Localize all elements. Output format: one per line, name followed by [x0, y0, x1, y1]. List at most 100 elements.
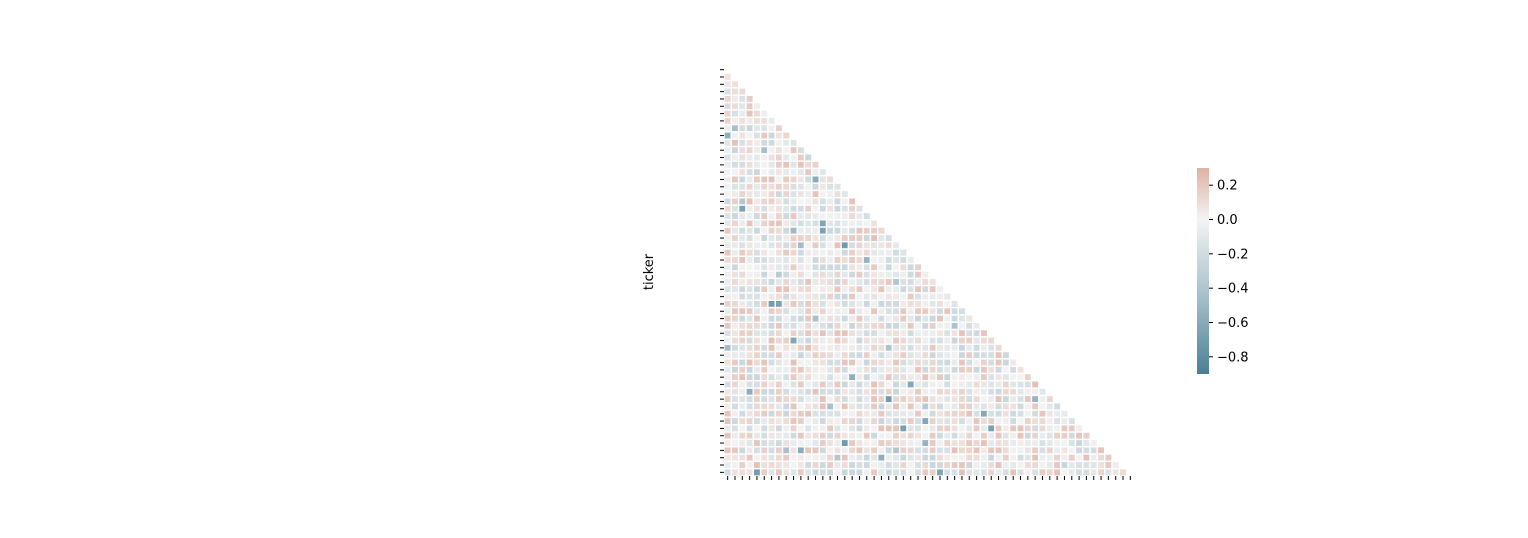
- y-axis-ticks: [720, 69, 724, 473]
- heatmap-cell: [950, 306, 959, 316]
- heatmap-cell: [899, 306, 908, 316]
- heatmap-cell: [752, 424, 762, 433]
- heatmap-cell: [767, 343, 776, 353]
- heatmap-cell: [979, 460, 989, 470]
- heatmap-cell: [986, 424, 996, 433]
- heatmap-cell: [994, 409, 1003, 419]
- heatmap-cell: [891, 306, 901, 316]
- heatmap-cell: [825, 226, 835, 236]
- heatmap-cell: [774, 241, 784, 250]
- heatmap-cell: [964, 321, 974, 331]
- heatmap-cell: [737, 182, 747, 192]
- heatmap-cell: [950, 336, 959, 345]
- heatmap-cell: [1008, 402, 1018, 411]
- heatmap-cell: [899, 424, 908, 433]
- heatmap-cell: [979, 372, 989, 382]
- heatmap-cell: [1052, 438, 1062, 448]
- heatmap-cell: [935, 467, 945, 477]
- heatmap-cell: [986, 350, 996, 360]
- heatmap-cell: [1030, 467, 1040, 477]
- heatmap-cell: [781, 262, 791, 272]
- heatmap-cell: [913, 314, 923, 323]
- heatmap-cell: [957, 387, 967, 397]
- heatmap-cell: [986, 438, 996, 448]
- heatmap-cell: [869, 350, 879, 360]
- heatmap-cell: [767, 350, 776, 360]
- heatmap-cell: [737, 328, 747, 338]
- heatmap-cell: [818, 255, 828, 265]
- heatmap-cell: [847, 219, 857, 228]
- heatmap-cell: [928, 453, 938, 463]
- heatmap-cell: [803, 182, 813, 192]
- heatmap-cell: [745, 277, 754, 287]
- heatmap-cell: [964, 402, 974, 411]
- heatmap-cell: [928, 292, 938, 301]
- heatmap-cell: [1023, 402, 1033, 411]
- heatmap-cell: [913, 402, 923, 411]
- heatmap-cell: [847, 365, 857, 375]
- heatmap-cell: [877, 306, 886, 316]
- heatmap-cell: [1052, 467, 1062, 477]
- heatmap-cell: [737, 358, 747, 367]
- heatmap-cell: [818, 241, 828, 250]
- heatmap-cell: [730, 409, 740, 419]
- heatmap-cell: [920, 446, 930, 455]
- heatmap-cell: [957, 446, 967, 455]
- heatmap-cell: [855, 233, 864, 243]
- heatmap-cell: [759, 131, 769, 140]
- heatmap-cell: [723, 131, 733, 140]
- heatmap-cell: [950, 372, 959, 382]
- heatmap-cell: [935, 328, 945, 338]
- heatmap-cell: [847, 299, 857, 309]
- heatmap-cell: [737, 153, 747, 162]
- heatmap-cell: [825, 467, 835, 477]
- heatmap-cell: [789, 380, 798, 389]
- heatmap-cell: [723, 438, 733, 448]
- heatmap-cell: [811, 394, 820, 404]
- heatmap-cell: [1074, 453, 1084, 463]
- heatmap-cell: [781, 175, 791, 184]
- heatmap-cell: [928, 328, 938, 338]
- heatmap-cell: [833, 358, 842, 367]
- heatmap-cell: [803, 284, 813, 294]
- heatmap-cell: [942, 446, 952, 455]
- heatmap-cell: [928, 409, 938, 419]
- heatmap-cell: [884, 270, 894, 280]
- heatmap-cell: [818, 460, 828, 470]
- heatmap-cell: [767, 153, 776, 162]
- heatmap-cell: [920, 284, 930, 294]
- heatmap-cell: [833, 402, 842, 411]
- heatmap-cell: [723, 72, 733, 82]
- heatmap-cell: [1023, 467, 1033, 477]
- heatmap-cell: [737, 277, 747, 287]
- heatmap-cell: [803, 167, 813, 177]
- heatmap-cell: [1030, 460, 1040, 470]
- heatmap-cell: [825, 424, 835, 433]
- heatmap-cell: [928, 284, 938, 294]
- heatmap-cell: [957, 343, 967, 353]
- heatmap-cell: [869, 394, 879, 404]
- heatmap-cell: [811, 365, 820, 375]
- heatmap-cell: [906, 467, 916, 477]
- heatmap-cell: [877, 350, 886, 360]
- heatmap-cell: [796, 365, 806, 375]
- heatmap-cell: [745, 145, 754, 155]
- heatmap-cell: [803, 204, 813, 214]
- heatmap-cell: [1016, 387, 1025, 397]
- heatmap-cell: [825, 321, 835, 331]
- heatmap-cell: [723, 101, 733, 111]
- heatmap-cell: [1008, 365, 1018, 375]
- heatmap-cell: [847, 197, 857, 206]
- heatmap-cell: [869, 453, 879, 463]
- heatmap-cell: [862, 262, 872, 272]
- heatmap-cell: [964, 358, 974, 367]
- heatmap-cell: [986, 453, 996, 463]
- heatmap-cell: [759, 446, 769, 455]
- heatmap-cell: [935, 424, 945, 433]
- heatmap-cell: [869, 219, 879, 228]
- heatmap-cell: [825, 277, 835, 287]
- heatmap-cell: [781, 321, 791, 331]
- heatmap-cell: [789, 446, 798, 455]
- heatmap-cell: [906, 350, 916, 360]
- heatmap-cell: [752, 402, 762, 411]
